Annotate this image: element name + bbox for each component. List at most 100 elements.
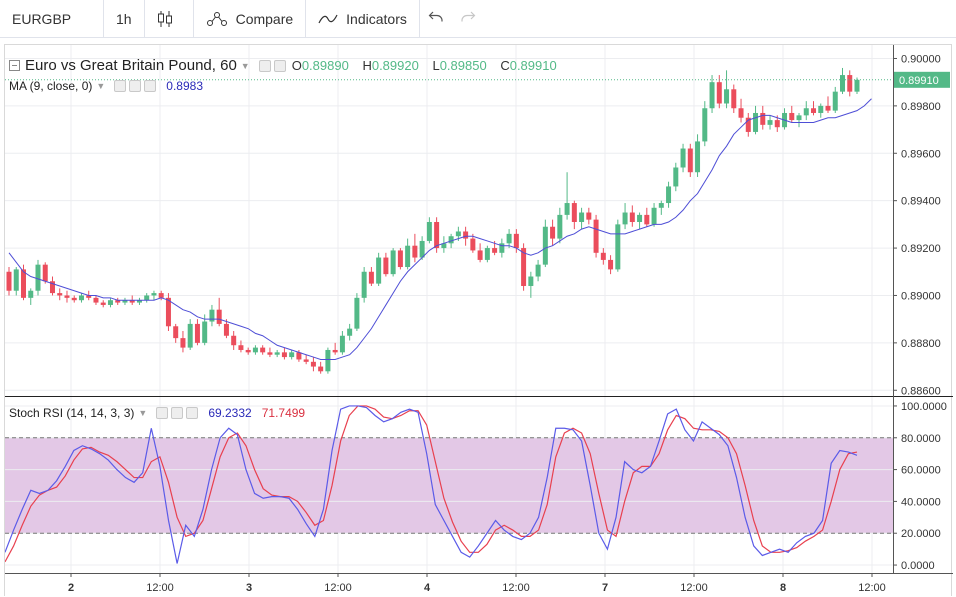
candle-body (354, 297, 360, 329)
gear-icon[interactable] (171, 407, 184, 419)
candle-body (600, 252, 606, 260)
candle-body (71, 297, 77, 301)
time-tick-label: 3 (246, 582, 252, 594)
price-tick-label: 0.89800 (901, 101, 941, 113)
stoch-d-line (5, 405, 858, 563)
stoch-tick-label: 0.0000 (901, 560, 935, 572)
close-icon[interactable] (144, 80, 157, 92)
compare-button[interactable]: Compare (194, 0, 307, 38)
candle-body (702, 108, 708, 142)
time-tick-label: 12:00 (502, 582, 530, 594)
candle-body (550, 226, 556, 239)
chevron-down-icon[interactable]: ▼ (240, 60, 250, 71)
eye-icon[interactable] (156, 407, 169, 419)
candle-body (13, 269, 19, 291)
high-value: 0.89920 (371, 58, 419, 73)
open-value: 0.89890 (301, 58, 349, 73)
candle-body (78, 295, 84, 301)
chart-style-button[interactable] (145, 0, 194, 38)
candle-body (564, 203, 570, 215)
candle-body (499, 243, 505, 253)
candle-body (64, 295, 70, 298)
price-tick-label: 0.89400 (901, 196, 941, 208)
candle-body (803, 108, 809, 116)
candle-body (245, 349, 251, 353)
candle-body (202, 321, 208, 343)
candle-body (680, 148, 686, 168)
candle-body (122, 300, 128, 303)
price-tick-label: 0.89200 (901, 243, 941, 255)
candle-body (738, 108, 744, 118)
candle-body (144, 295, 150, 301)
candle-body (86, 295, 92, 298)
candle-body (673, 167, 679, 187)
candle-body (651, 207, 657, 225)
candle-body (332, 349, 338, 353)
candle-body (296, 352, 302, 360)
candle-body (753, 112, 759, 132)
chart-area[interactable]: 0.89910 0.90000 0.89800 0.89600 0.89400 0.892… (4, 44, 953, 597)
candle-body (180, 338, 186, 348)
candle-body (426, 222, 432, 241)
stoch-k-line (5, 405, 858, 564)
chart-canvas[interactable]: 0.89910 0.90000 0.89800 0.89600 0.89400 0.892… (5, 45, 953, 597)
low-label: L (432, 58, 440, 73)
redo-button[interactable] (452, 0, 484, 38)
overbought-oversold-band (5, 437, 893, 534)
chevron-down-icon[interactable]: ▼ (96, 81, 106, 91)
chevron-down-icon[interactable]: ▼ (138, 408, 148, 418)
price-tick-label: 0.90000 (901, 53, 941, 65)
gear-icon[interactable] (273, 59, 286, 72)
candle-body (136, 300, 142, 303)
price-tick-label: 0.88800 (901, 338, 941, 350)
stoch-d-value: 71.7499 (261, 406, 306, 420)
gear-icon[interactable] (129, 80, 142, 92)
undo-button[interactable] (420, 0, 452, 38)
candle-body (506, 233, 512, 244)
candle-body (318, 366, 324, 372)
interval-label: 1h (116, 10, 132, 27)
candle-body (629, 212, 635, 222)
candle-body (825, 105, 831, 111)
candle-body (847, 75, 853, 92)
time-tick-label: 12:00 (146, 582, 174, 594)
candle-body (281, 352, 287, 358)
candle-body (267, 352, 273, 355)
collapse-icon[interactable] (9, 60, 20, 71)
undo-icon (428, 10, 444, 27)
interval-button[interactable]: 1h (104, 0, 145, 38)
candle-body (767, 120, 773, 125)
eye-icon[interactable] (114, 80, 127, 92)
candle-body (173, 326, 179, 339)
candle-body (390, 250, 396, 275)
time-tick-label: 12:00 (324, 582, 352, 594)
indicators-button[interactable]: Indicators (306, 0, 420, 38)
symbol-search[interactable]: EURGBP (0, 0, 104, 38)
eye-icon[interactable] (258, 59, 271, 72)
candle-body (419, 240, 425, 258)
candle-body (542, 226, 548, 265)
candle-body (252, 347, 258, 353)
candle-body (579, 212, 585, 222)
candle-body (6, 271, 12, 291)
candle-body (165, 297, 171, 327)
stoch-tick-label: 20.0000 (901, 528, 941, 540)
candle-body (448, 236, 454, 244)
candle-body (35, 264, 41, 291)
close-label: C (500, 58, 510, 73)
candle-body (368, 271, 374, 284)
candle-body (303, 359, 309, 362)
candle-body (107, 300, 113, 305)
candle-body (840, 75, 846, 92)
candle-body (521, 248, 527, 286)
candle-body (528, 276, 534, 286)
candle-body (731, 89, 737, 109)
candle-body (535, 264, 541, 277)
candle-body (93, 297, 99, 303)
close-icon[interactable] (186, 407, 199, 419)
candle-body (789, 112, 795, 121)
time-tick-label: 12:00 (858, 582, 886, 594)
candle-body (274, 352, 280, 355)
last-price-badge (894, 71, 950, 88)
candle-body (695, 141, 701, 173)
